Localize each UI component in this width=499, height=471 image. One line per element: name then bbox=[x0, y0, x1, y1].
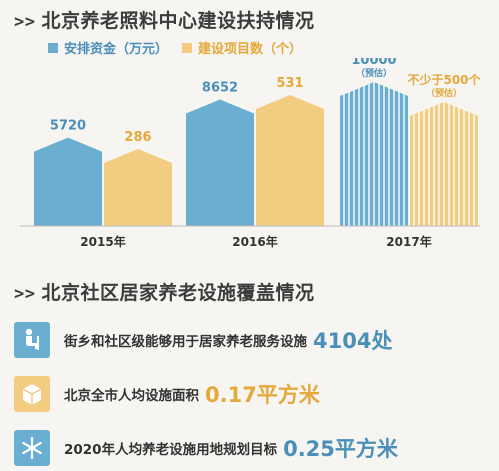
info-row-target: 2020年人均养老设施用地规划目标 0.25平方米 bbox=[14, 430, 398, 466]
info-text-target: 2020年人均养老设施用地规划目标 bbox=[64, 442, 278, 458]
legend-label-funds: 安排资金（万元） bbox=[64, 42, 169, 57]
info-value-area: 0.17平方米 bbox=[205, 383, 320, 407]
elderly-person-icon bbox=[14, 322, 50, 358]
section1-title-text: 北京养老照料中心建设扶持情况 bbox=[41, 10, 315, 32]
bar-funds-1 bbox=[186, 99, 254, 226]
data-label-projects-0: 286 bbox=[124, 130, 151, 145]
box-icon bbox=[14, 376, 50, 412]
info-row-area: 北京全市人均设施面积 0.17平方米 bbox=[14, 376, 320, 412]
x-tick-label-0: 2015年 bbox=[80, 234, 125, 249]
info-value-target: 0.25平方米 bbox=[283, 437, 398, 461]
section2-title-text: 北京社区居家养老设施覆盖情况 bbox=[41, 282, 315, 304]
legend-item-projects: 建设项目数（个） bbox=[182, 38, 302, 57]
x-tick-label-2: 2017年 bbox=[386, 234, 431, 249]
data-label-funds-2: 10000 bbox=[351, 58, 396, 68]
data-note-funds-2: （预估） bbox=[356, 67, 392, 79]
bar-funds-2 bbox=[340, 82, 408, 226]
bar-funds-0 bbox=[34, 137, 102, 226]
title-arrow: >> bbox=[14, 284, 36, 304]
bar-projects-2 bbox=[410, 101, 478, 226]
section1-title: >> 北京养老照料中心建设扶持情况 bbox=[14, 6, 315, 33]
info-row-facilities: 街乡和社区级能够用于居家养老服务设施 4104处 bbox=[14, 322, 392, 358]
chart-legend: 安排资金（万元） 建设项目数（个） bbox=[48, 38, 302, 57]
info-text-facilities: 街乡和社区级能够用于居家养老服务设施 bbox=[64, 334, 307, 350]
x-tick-label-1: 2016年 bbox=[232, 234, 277, 249]
data-label-projects-1: 531 bbox=[276, 76, 303, 91]
info-value-facilities: 4104处 bbox=[313, 329, 393, 353]
data-label-funds-1: 8652 bbox=[202, 81, 238, 96]
snowflake-icon bbox=[14, 430, 50, 466]
legend-swatch-projects bbox=[182, 42, 193, 53]
info-text-area: 北京全市人均设施面积 bbox=[64, 388, 199, 404]
section2-title: >> 北京社区居家养老设施覆盖情况 bbox=[14, 278, 315, 305]
title-arrow: >> bbox=[14, 12, 36, 32]
legend-item-funds: 安排资金（万元） bbox=[48, 38, 168, 57]
data-label-funds-0: 5720 bbox=[50, 119, 86, 134]
bar-projects-1 bbox=[256, 95, 324, 226]
bar-projects-0 bbox=[104, 148, 172, 226]
legend-label-projects: 建设项目数（个） bbox=[198, 42, 303, 57]
data-label-projects-2: 不少于500个 bbox=[407, 72, 481, 87]
data-note-projects-2: （预估） bbox=[426, 87, 462, 99]
legend-swatch-funds bbox=[48, 42, 58, 53]
